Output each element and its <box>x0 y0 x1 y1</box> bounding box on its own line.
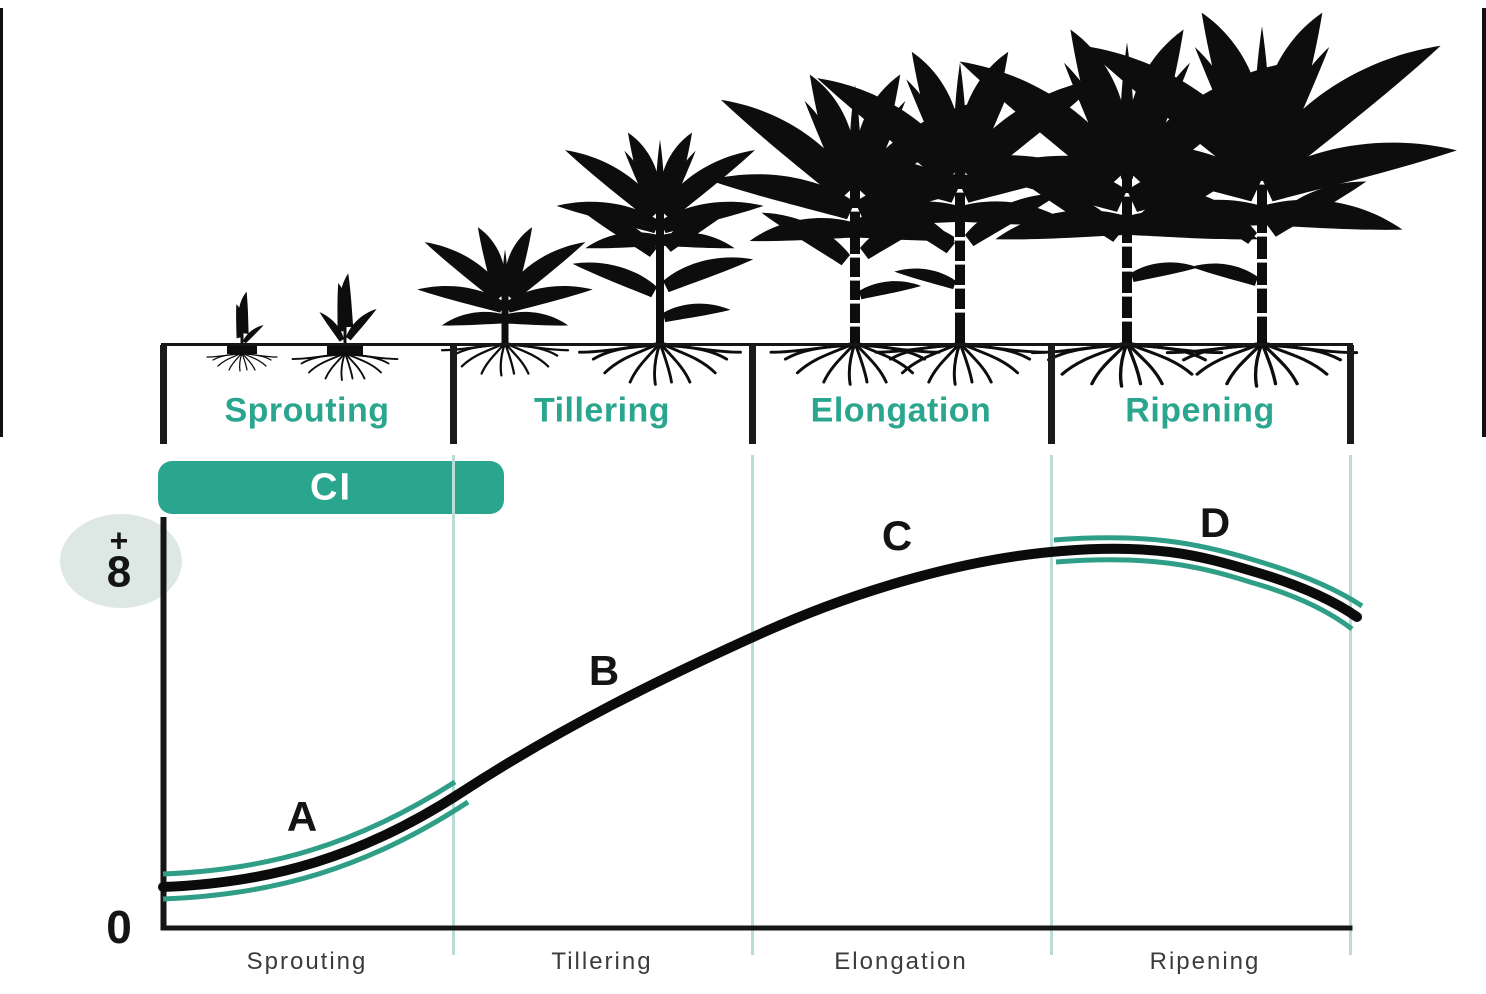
curve-teal-upper-d <box>1053 535 1364 609</box>
axis-label-ripening: Ripening <box>1149 948 1261 975</box>
ripening-cane-1 <box>939 29 1315 388</box>
elongation-cane-1 <box>705 74 1005 386</box>
ground-line <box>161 343 1353 346</box>
ripening-cane-2 <box>1062 12 1463 388</box>
curve-main <box>158 543 1362 892</box>
curve-teal-lower-a <box>162 799 470 902</box>
curve-teal-lower-d <box>1055 557 1354 631</box>
stage-label-sprouting: Sprouting <box>224 391 390 430</box>
elongation-cane-2 <box>800 52 1120 386</box>
ci-badge <box>158 461 504 514</box>
curve-label-d: D <box>1199 499 1231 546</box>
stage-label-elongation: Elongation <box>810 391 992 430</box>
stage-gridlines <box>452 455 1352 955</box>
stage-dividers <box>160 345 1354 444</box>
y-axis-max-value: 8 <box>106 547 132 597</box>
stage-label-tillering: Tillering <box>533 391 671 430</box>
stage-label-ripening: Ripening <box>1125 391 1275 430</box>
y-axis-origin-label: 0 <box>106 901 132 953</box>
axis-label-sprouting: Sprouting <box>246 948 368 975</box>
sprouting-seedling-2 <box>291 273 399 381</box>
y-axis-max-label: + 8 <box>106 522 132 597</box>
left-border-line <box>0 8 3 437</box>
right-border-line <box>1482 8 1486 437</box>
curve-label-a: A <box>286 793 318 840</box>
x-axis-line <box>160 925 1353 931</box>
curve-label-c: C <box>881 512 913 559</box>
axis-label-tillering: Tillering <box>551 948 653 975</box>
plant-illustrations <box>206 12 1463 388</box>
growth-curve <box>158 535 1364 902</box>
tillering-plant-small <box>415 227 595 377</box>
axis-label-elongation: Elongation <box>834 948 968 975</box>
ci-badge-label: CI <box>310 466 352 509</box>
curve-label-b: B <box>588 647 620 694</box>
tillering-plant-large <box>554 132 767 386</box>
y-axis-max-sign: + <box>109 522 129 559</box>
curve-teal-upper-a <box>162 779 457 877</box>
y-axis-line <box>160 517 167 929</box>
sprouting-seedling-1 <box>206 291 278 372</box>
ymax-ellipse <box>60 514 182 608</box>
